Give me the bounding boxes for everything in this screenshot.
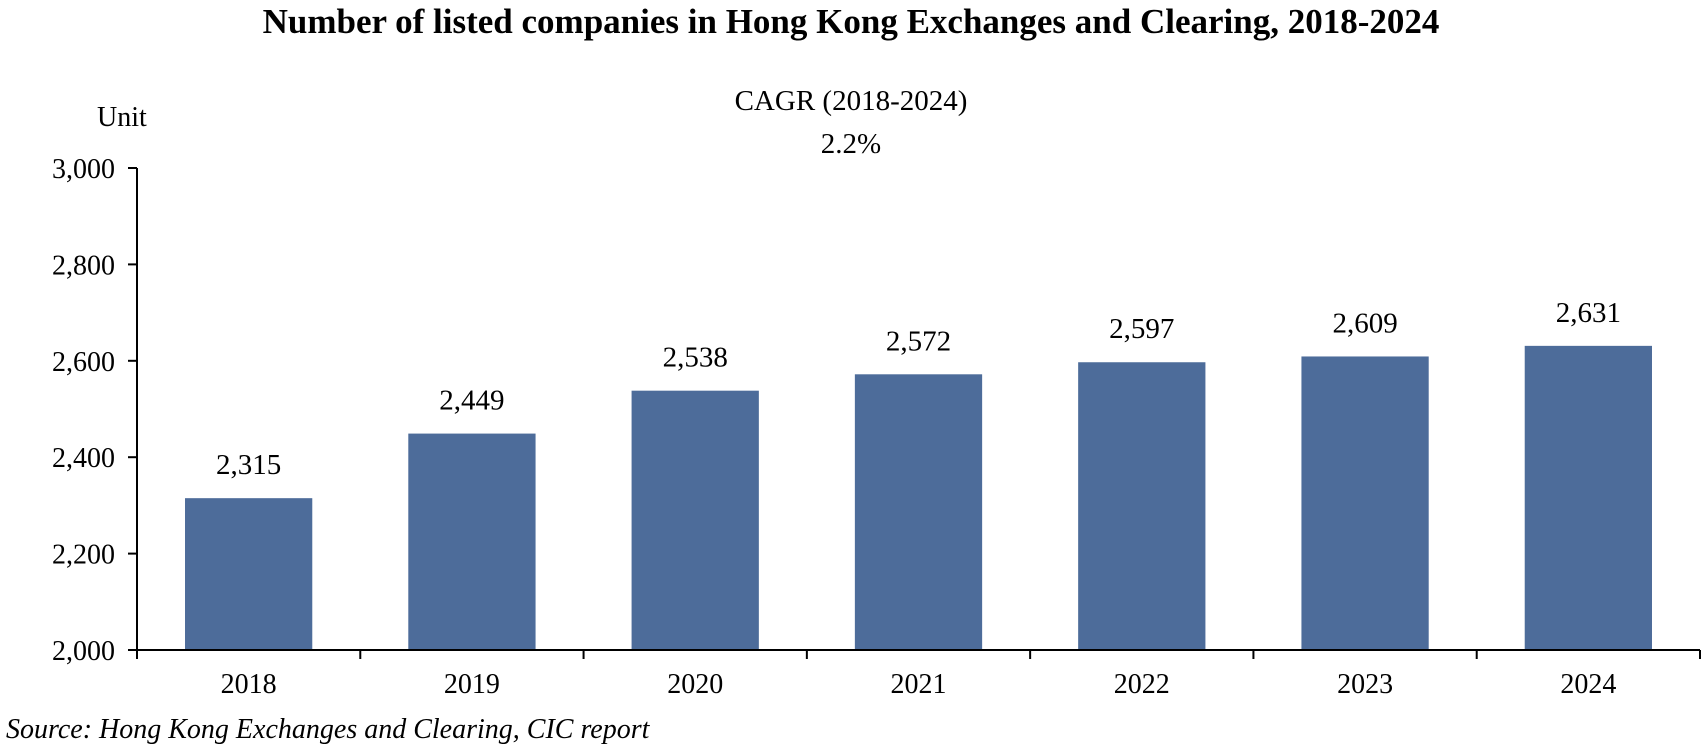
x-tick-label-2024: 2024 [1560,669,1616,700]
data-label-2019: 2,449 [439,385,504,417]
data-label-2024: 2,631 [1556,297,1621,329]
bar-2021 [854,374,983,650]
y-tick-label-2400: 2,400 [52,443,115,474]
bar-2018 [185,498,313,650]
y-tick-label-2800: 2,800 [52,250,115,281]
y-tick-label-2600: 2,600 [52,347,115,378]
x-tick-label-2019: 2019 [444,669,500,700]
cagr-label: CAGR (2018-2024) [735,85,968,117]
bar-2023 [1301,356,1429,650]
cagr-value: 2.2% [821,128,881,160]
y-tick-label-3000: 3,000 [52,154,115,185]
data-label-2021: 2,572 [886,325,951,357]
data-label-2023: 2,609 [1332,307,1397,339]
y-tick-label-2000: 2,000 [52,636,115,667]
bars-group: 2,315 2,449 2,538 2,572 2,597 2,609 2,631 [185,297,1652,650]
data-label-2018: 2,315 [216,449,281,481]
source-note: Source: Hong Kong Exchanges and Clearing… [6,714,650,745]
x-tick-label-2018: 2018 [221,669,277,700]
data-label-2020: 2,538 [663,342,728,374]
x-tick-label-2023: 2023 [1337,669,1393,700]
axes-group: 2018 2019 2020 2021 2022 2023 2024 2,000 2,200 2,… [52,154,1701,700]
bar-2019 [408,433,536,650]
data-label-2022: 2,597 [1109,313,1174,345]
bar-2020 [631,390,759,650]
x-tick-label-2021: 2021 [891,669,947,700]
bar-2024 [1524,345,1652,650]
y-axis-label: Unit [97,102,147,133]
y-tick-label-2200: 2,200 [52,540,115,571]
bar-2022 [1078,362,1206,650]
chart-title: Number of listed companies in Hong Kong … [262,2,1440,41]
x-tick-label-2020: 2020 [667,669,723,700]
x-tick-label-2022: 2022 [1114,669,1170,700]
